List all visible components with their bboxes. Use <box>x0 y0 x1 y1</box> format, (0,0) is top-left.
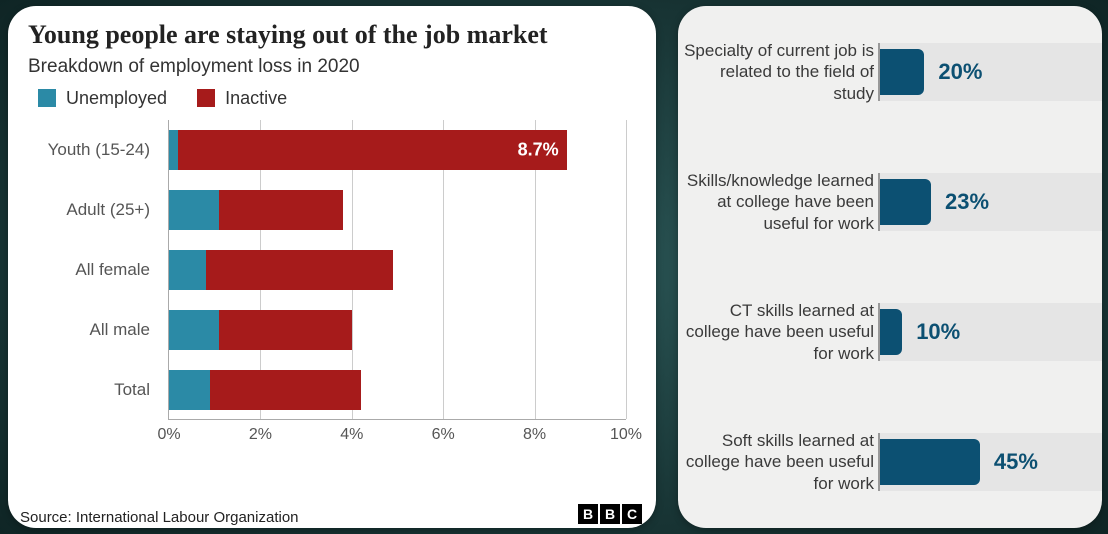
legend-label: Inactive <box>225 88 287 109</box>
skill-label: Soft skills learned at college have been… <box>678 430 878 494</box>
bar-row <box>169 370 626 410</box>
legend-label: Unemployed <box>66 88 167 109</box>
skill-value-label: 20% <box>938 59 982 85</box>
gridline <box>626 120 627 419</box>
bar-row <box>169 250 626 290</box>
employment-loss-card: Young people are staying out of the job … <box>8 6 656 528</box>
legend-swatch <box>197 89 215 107</box>
skill-label: Skills/knowledge learned at college have… <box>678 170 878 234</box>
chart-plot-area: Youth (15-24) Adult (25+) All female All ma… <box>28 120 636 450</box>
skill-bar-track: 23% <box>878 173 1102 231</box>
skill-row: Specialty of current job is related to t… <box>678 28 1102 116</box>
category-label: Youth (15-24) <box>48 140 150 160</box>
skill-label: Specialty of current job is related to t… <box>678 40 878 104</box>
skills-usefulness-card: Specialty of current job is related to t… <box>678 6 1102 528</box>
bar-segment-inactive <box>206 250 393 290</box>
skill-row: Soft skills learned at college have been… <box>678 418 1102 506</box>
skill-value-label: 45% <box>994 449 1038 475</box>
x-axis-label: 10% <box>610 426 642 444</box>
skill-row: CT skills learned at college have been u… <box>678 288 1102 376</box>
skill-value-label: 23% <box>945 189 989 215</box>
chart-title: Young people are staying out of the job … <box>8 6 656 52</box>
x-axis-label: 6% <box>432 426 455 444</box>
skill-bar <box>880 439 980 485</box>
skill-value-label: 10% <box>916 319 960 345</box>
skill-label: CT skills learned at college have been u… <box>678 300 878 364</box>
bar-segment-unemployed <box>169 250 206 290</box>
category-label: All male <box>90 320 150 340</box>
x-axis-label: 2% <box>249 426 272 444</box>
source-text: Source: International Labour Organizatio… <box>20 509 299 526</box>
skill-bar-track: 45% <box>878 433 1102 491</box>
skill-bar-track: 20% <box>878 43 1102 101</box>
legend-item: Unemployed <box>38 88 167 109</box>
bar-segment-unemployed <box>169 370 210 410</box>
skills-rows-container: Specialty of current job is related to t… <box>678 6 1102 528</box>
category-label: Adult (25+) <box>66 200 150 220</box>
bar-segment-inactive <box>178 130 566 170</box>
bbc-logo-letter: B <box>600 504 620 524</box>
skill-bar <box>880 179 931 225</box>
skill-bar <box>880 309 902 355</box>
x-axis-label: 0% <box>157 426 180 444</box>
category-label: All female <box>75 260 150 280</box>
bar-segment-inactive <box>219 190 342 230</box>
category-label: Total <box>114 380 150 400</box>
legend-item: Inactive <box>197 88 287 109</box>
skill-row: Skills/knowledge learned at college have… <box>678 158 1102 246</box>
bar-segment-unemployed <box>169 190 219 230</box>
bbc-logo-letter: C <box>622 504 642 524</box>
skill-bar-track: 10% <box>878 303 1102 361</box>
bar-row: 8.7% <box>169 130 626 170</box>
bar-segment-unemployed <box>169 130 178 170</box>
bar-segment-inactive <box>219 310 352 350</box>
bar-segment-unemployed <box>169 310 219 350</box>
bar-row <box>169 190 626 230</box>
chart-subtitle: Breakdown of employment loss in 2020 <box>8 52 656 84</box>
bbc-logo-letter: B <box>578 504 598 524</box>
legend: Unemployed Inactive <box>8 84 656 121</box>
bar-total-label: 8.7% <box>518 140 559 161</box>
bar-row <box>169 310 626 350</box>
skill-bar <box>880 49 924 95</box>
bar-segment-inactive <box>210 370 361 410</box>
plot: 0%2%4%6%8%10%8.7% <box>168 120 626 420</box>
y-axis-labels: Youth (15-24) Adult (25+) All female All ma… <box>28 120 158 450</box>
x-axis-label: 8% <box>523 426 546 444</box>
x-axis-label: 4% <box>340 426 363 444</box>
bbc-logo: B B C <box>578 504 642 524</box>
legend-swatch <box>38 89 56 107</box>
